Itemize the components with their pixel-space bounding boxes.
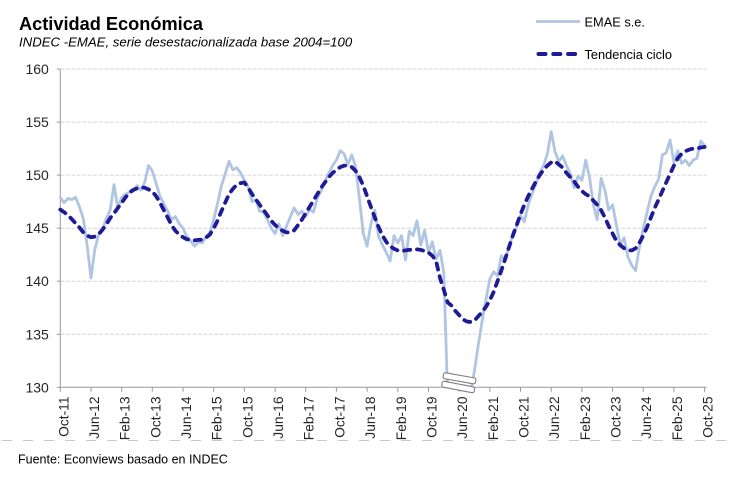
svg-text:Jun-14: Jun-14 [179, 396, 194, 439]
svg-text:Jun-24: Jun-24 [639, 396, 654, 439]
svg-text:Jun-12: Jun-12 [87, 397, 102, 439]
svg-text:Tendencia ciclo: Tendencia ciclo [585, 47, 673, 62]
svg-text:150: 150 [25, 167, 49, 183]
svg-text:Feb-15: Feb-15 [210, 396, 225, 440]
svg-text:Oct-11: Oct-11 [56, 397, 71, 437]
svg-text:Oct-17: Oct-17 [332, 397, 347, 438]
svg-text:Jun-22: Jun-22 [547, 397, 562, 439]
svg-text:Feb-21: Feb-21 [486, 397, 501, 441]
svg-text:135: 135 [25, 326, 49, 342]
svg-text:Jun-20: Jun-20 [455, 396, 470, 439]
svg-text:INDEC -EMAE, serie desestacion: INDEC -EMAE, serie desestacionalizada ba… [19, 35, 353, 50]
svg-text:Oct-25: Oct-25 [701, 396, 716, 438]
svg-text:140: 140 [25, 273, 49, 289]
svg-text:Jun-18: Jun-18 [363, 396, 378, 439]
svg-text:Actividad Económica: Actividad Económica [19, 14, 204, 34]
svg-text:Jun-16: Jun-16 [271, 396, 286, 439]
svg-text:Feb-25: Feb-25 [670, 396, 685, 440]
svg-text:Feb-23: Feb-23 [578, 396, 593, 440]
svg-text:155: 155 [25, 114, 49, 130]
svg-text:EMAE s.e.: EMAE s.e. [585, 15, 645, 30]
svg-text:Oct-21: Oct-21 [517, 397, 532, 438]
svg-text:145: 145 [25, 220, 49, 236]
svg-text:Oct-13: Oct-13 [148, 396, 163, 438]
svg-text:Fuente: Econviews basado en IN: Fuente: Econviews basado en INDEC [18, 453, 228, 467]
svg-text:130: 130 [25, 379, 49, 395]
svg-text:Oct-23: Oct-23 [609, 396, 624, 438]
svg-text:Feb-13: Feb-13 [118, 396, 133, 440]
svg-text:160: 160 [25, 61, 49, 77]
svg-text:Feb-19: Feb-19 [394, 396, 409, 440]
svg-text:Oct-15: Oct-15 [240, 396, 255, 438]
svg-text:Oct-19: Oct-19 [425, 396, 440, 438]
svg-text:Feb-17: Feb-17 [302, 397, 317, 441]
